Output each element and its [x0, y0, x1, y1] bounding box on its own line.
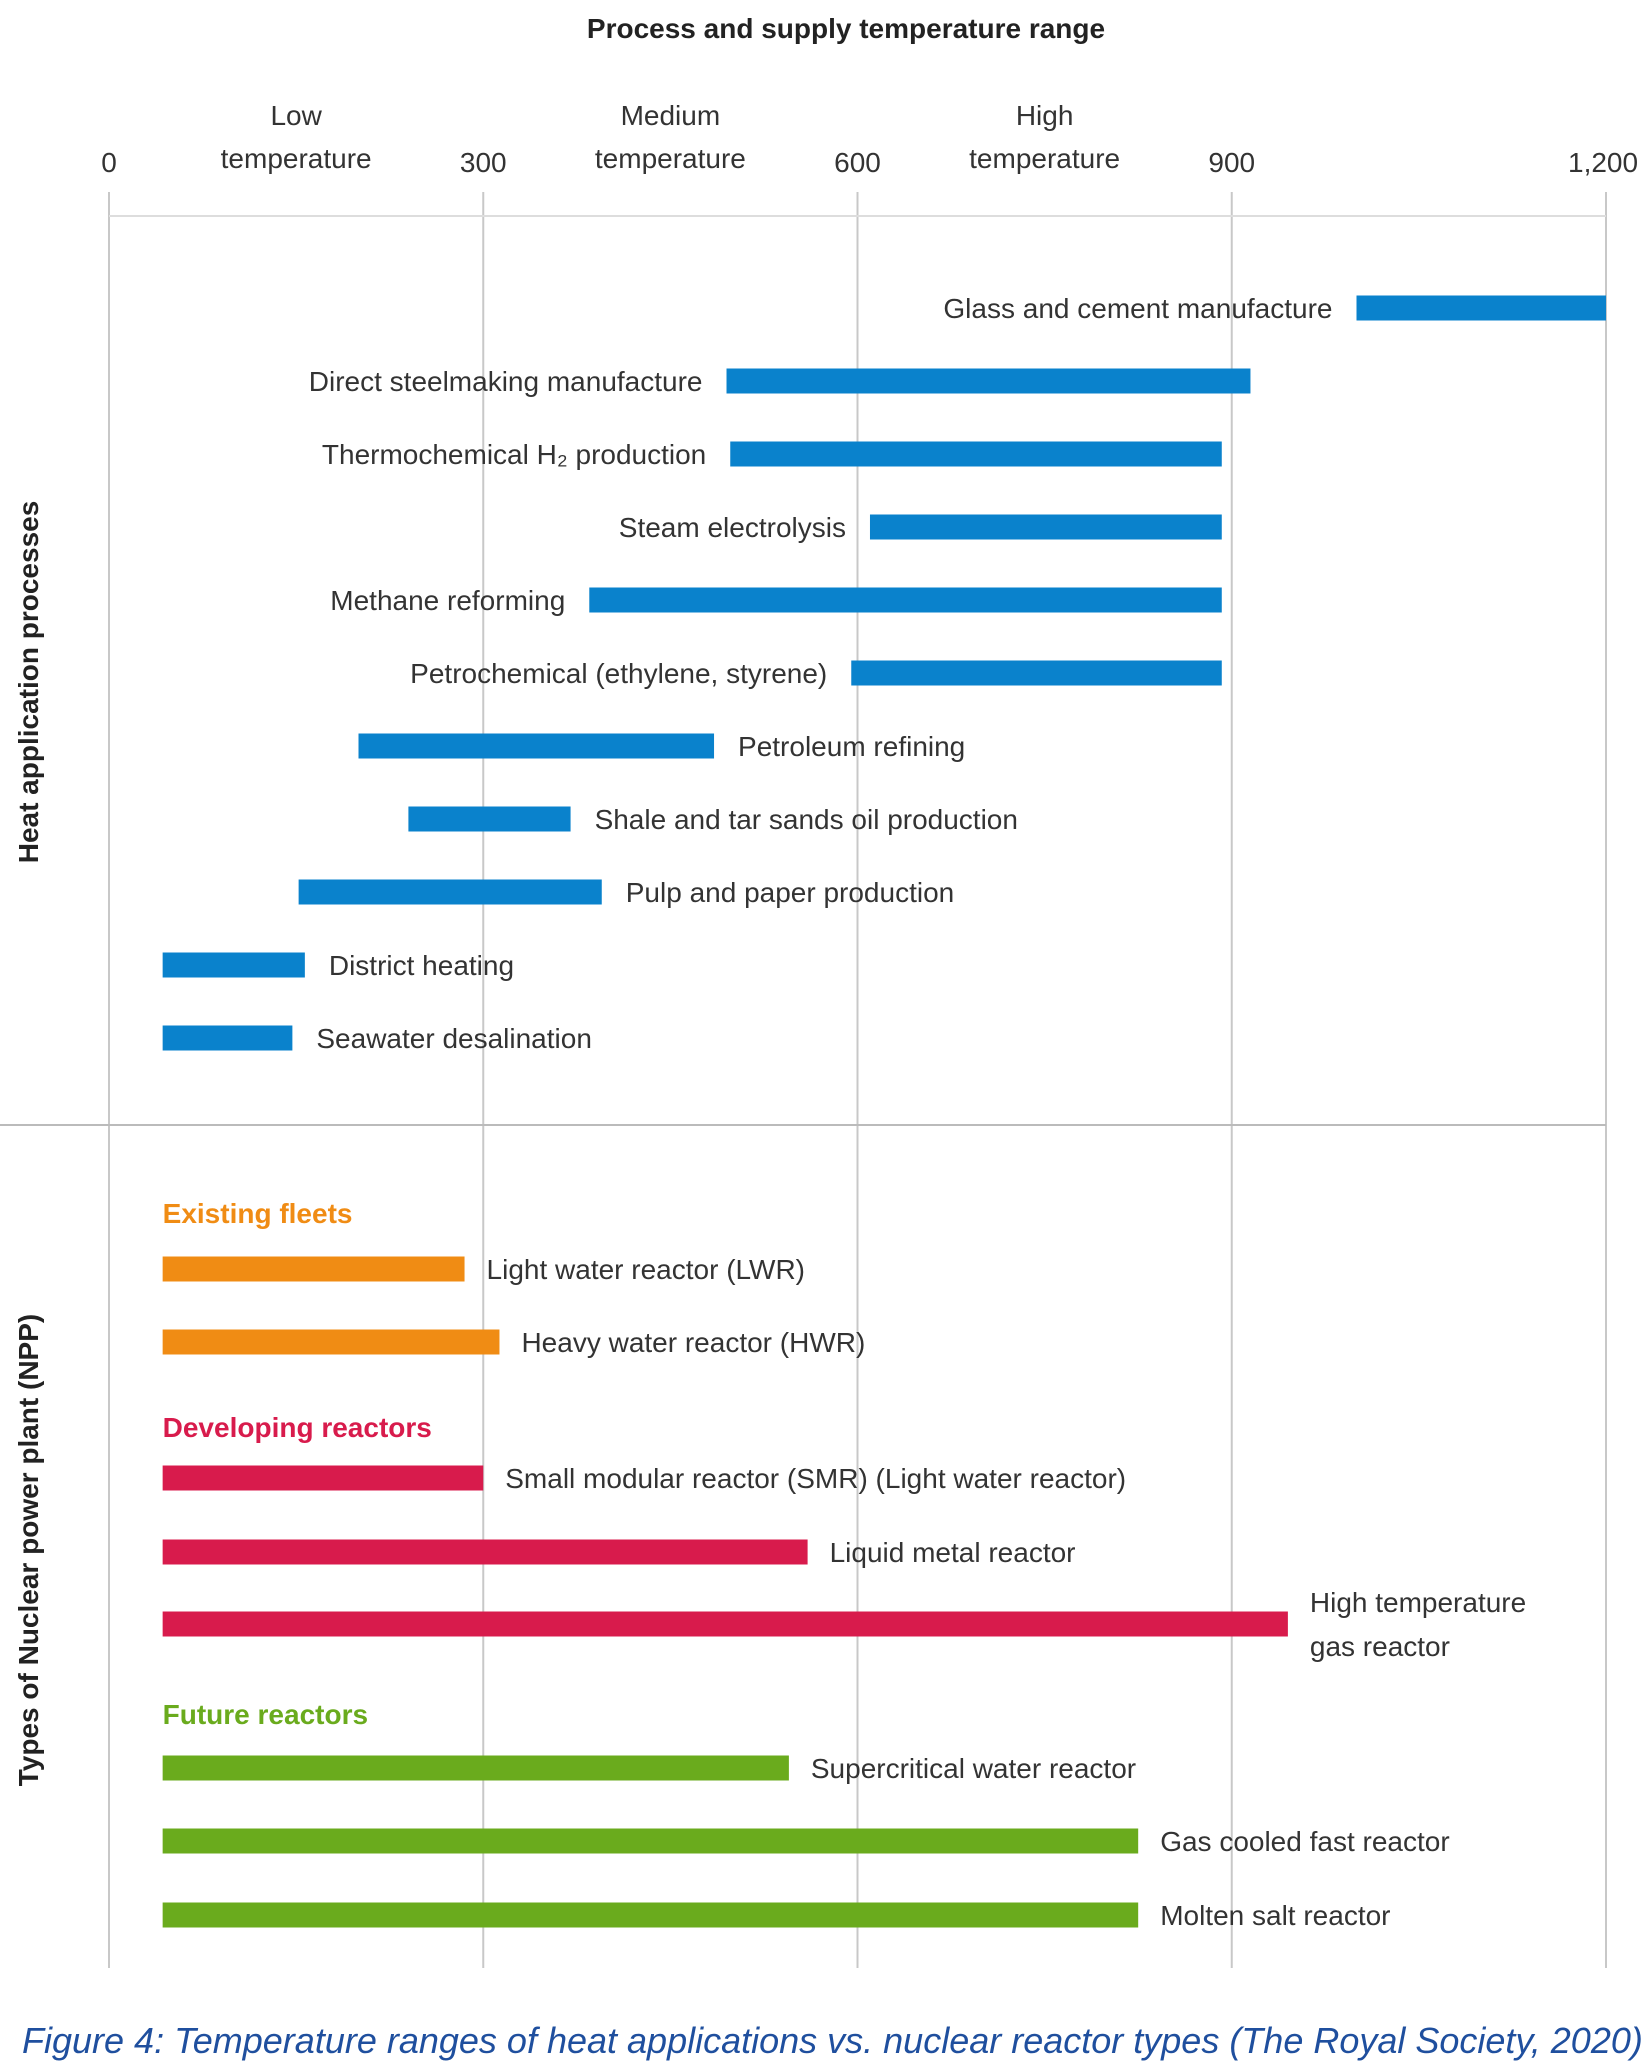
tick-label-1,200: 1,200 [1568, 147, 1638, 178]
chart-title: Process and supply temperature range [587, 13, 1105, 44]
group-title-0: Existing fleets [163, 1198, 353, 1229]
bar-heat-5 [851, 660, 1222, 686]
bar-heat-2 [730, 441, 1222, 467]
bar-label-npp-2-0: Supercritical water reactor [811, 1753, 1136, 1784]
bar-label-heat-4: Methane reforming [330, 585, 565, 616]
bar-npp-2-2 [162, 1902, 1139, 1928]
bar-label-heat-10: Seawater desalination [316, 1023, 592, 1054]
bar-npp-0-0 [162, 1256, 465, 1282]
bar-label-heat-5: Petrochemical (ethylene, styrene) [410, 658, 827, 689]
bar-label-npp-1-2: High temperature gas reactor [1310, 1587, 1526, 1662]
band-sublabel-1: temperature [595, 143, 746, 174]
tick-label-0: 0 [101, 147, 117, 178]
bar-label-npp-1-0: Small modular reactor (SMR) (Light water… [505, 1463, 1126, 1494]
section-title-heat: Heat application processes [13, 501, 44, 864]
bar-label-heat-1: Direct steelmaking manufacture [309, 366, 703, 397]
bar-heat-0 [1356, 295, 1606, 321]
bar-heat-6 [358, 733, 715, 759]
bar-label-heat-3: Steam electrolysis [619, 512, 846, 543]
band-sublabel-2: temperature [969, 143, 1120, 174]
bar-label-heat-9: District heating [329, 950, 514, 981]
bar-npp-2-1 [162, 1828, 1139, 1854]
temperature-range-chart: Process and supply temperature range 0 300… [0, 13, 1638, 1968]
bar-label-npp-0-1: Heavy water reactor (HWR) [521, 1327, 865, 1358]
bar-label-npp-2-2: Molten salt reactor [1160, 1900, 1390, 1931]
bar-label-heat-7: Shale and tar sands oil production [595, 804, 1018, 835]
band-sublabel-0: temperature [221, 143, 372, 174]
section-title-npp: Types of Nuclear power plant (NPP) [13, 1314, 44, 1786]
bar-label-heat-0: Glass and cement manufacture [943, 293, 1332, 324]
tick-label-300: 300 [460, 147, 507, 178]
group-title-2: Future reactors [163, 1699, 368, 1730]
bar-label-npp-1-1: Liquid metal reactor [830, 1537, 1076, 1568]
bar-npp-0-1 [162, 1329, 500, 1355]
bar-npp-2-0 [162, 1755, 789, 1781]
bar-heat-1 [726, 368, 1251, 394]
bar-heat-4 [589, 587, 1222, 613]
band-label-1: Medium [621, 100, 721, 131]
bar-heat-8 [298, 879, 602, 905]
bar-heat-9 [162, 952, 305, 978]
figure-caption: Figure 4: Temperature ranges of heat app… [22, 2020, 1641, 2061]
bar-heat-3 [869, 514, 1222, 540]
bar-label-heat-2: Thermochemical H₂ production [322, 439, 706, 470]
bar-npp-1-1 [162, 1539, 808, 1565]
bar-heat-10 [162, 1025, 293, 1051]
bar-label-npp-2-1: Gas cooled fast reactor [1160, 1826, 1449, 1857]
bar-npp-1-2 [162, 1611, 1288, 1637]
tick-label-600: 600 [834, 147, 881, 178]
band-label-0: Low [270, 100, 322, 131]
bar-label-npp-0-0: Light water reactor (LWR) [487, 1254, 805, 1285]
bar-label-heat-6: Petroleum refining [738, 731, 965, 762]
group-title-1: Developing reactors [163, 1412, 432, 1443]
bar-npp-1-0 [162, 1465, 484, 1491]
bar-heat-7 [408, 806, 571, 832]
tick-label-900: 900 [1208, 147, 1255, 178]
bar-label-heat-8: Pulp and paper production [626, 877, 954, 908]
band-label-2: High [1016, 100, 1074, 131]
